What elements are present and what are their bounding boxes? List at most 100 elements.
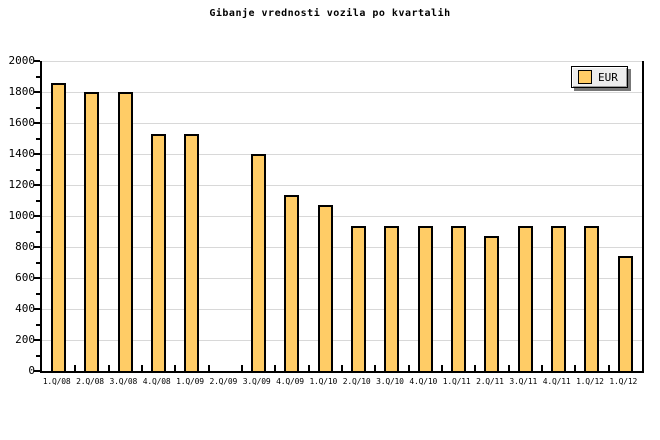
x-tick-10 xyxy=(374,365,377,371)
x-axis-label-5: 2.Q/09 xyxy=(209,377,238,386)
x-tick-9 xyxy=(341,365,343,371)
y-axis-label-200: 200 xyxy=(15,333,35,346)
bar-2.Q/10 xyxy=(351,226,367,371)
bar-1.Q/12 xyxy=(584,226,600,371)
x-axis-label-16: 1.Q/12 xyxy=(576,377,604,386)
bar-series xyxy=(42,61,642,371)
y-tick-minor-1900 xyxy=(36,75,40,78)
y-tick-major-1800 xyxy=(34,91,40,93)
bar-3.Q/09 xyxy=(251,154,267,371)
bar-1.Q/08 xyxy=(51,83,67,371)
y-axis-label-400: 400 xyxy=(15,302,35,315)
y-tick-minor-1700 xyxy=(36,106,40,109)
bar-4.Q/11 xyxy=(551,226,567,371)
bar-slot-4.Q/10 xyxy=(409,61,442,371)
bar-1.Q/12 xyxy=(617,256,633,371)
y-tick-major-0 xyxy=(34,370,40,372)
x-axis-label-4: 1.Q/09 xyxy=(176,377,204,386)
x-tick-11 xyxy=(407,365,410,371)
bar-2.Q/08 xyxy=(84,92,100,371)
x-axis-label-17: 1.Q/12 xyxy=(609,377,638,386)
legend-swatch-icon xyxy=(578,70,592,84)
x-tick-16 xyxy=(574,365,577,371)
gridline-1000 xyxy=(42,216,642,217)
gridline-200 xyxy=(42,340,642,341)
legend-box: EUR xyxy=(571,66,628,88)
x-tick-17 xyxy=(607,365,610,371)
bar-3.Q/11 xyxy=(517,226,533,371)
y-tick-minor-1100 xyxy=(36,199,40,202)
x-tick-7 xyxy=(274,365,277,371)
x-tick-13 xyxy=(474,365,477,371)
x-tick-3 xyxy=(141,365,143,371)
gridline-1400 xyxy=(42,154,642,155)
y-tick-minor-900 xyxy=(36,230,40,233)
bar-slot-3.Q/11 xyxy=(509,61,542,371)
y-tick-minor-700 xyxy=(36,261,40,264)
y-axis-label-1400: 1400 xyxy=(8,147,36,160)
y-axis-label-1000: 1000 xyxy=(8,209,36,222)
bar-1.Q/11 xyxy=(451,226,467,371)
x-axis-label-2: 3.Q/08 xyxy=(109,377,138,386)
x-axis-label-1: 2.Q/08 xyxy=(76,377,104,386)
legend-label: EUR xyxy=(598,70,618,84)
x-axis-label-13: 2.Q/11 xyxy=(476,377,504,386)
bar-4.Q/09 xyxy=(284,195,300,371)
x-axis-label-8: 1.Q/10 xyxy=(309,377,338,386)
gridline-600 xyxy=(42,278,642,279)
x-tick-12 xyxy=(441,365,443,371)
x-axis-label-10: 3.Q/10 xyxy=(376,377,404,386)
x-tick-14 xyxy=(507,365,510,371)
y-tick-major-2000 xyxy=(34,60,40,62)
gridline-1200 xyxy=(42,185,642,186)
x-tick-2 xyxy=(107,365,110,371)
y-axis-label-1200: 1200 xyxy=(8,178,36,191)
bar-4.Q/10 xyxy=(417,226,433,371)
y-axis-label-1600: 1600 xyxy=(8,116,36,129)
bar-1.Q/09 xyxy=(184,134,200,371)
x-axis-label-3: 4.Q/08 xyxy=(142,377,171,386)
x-tick-4 xyxy=(174,365,177,371)
gridline-2000 xyxy=(42,61,642,62)
bar-4.Q/08 xyxy=(151,134,167,371)
bar-slot-3.Q/08 xyxy=(109,61,142,371)
y-axis-label-0: 0 xyxy=(28,364,35,377)
y-tick-major-800 xyxy=(34,246,40,248)
x-axis-label-15: 4.Q/11 xyxy=(542,377,571,386)
gridline-1800 xyxy=(42,92,642,93)
x-axis-label-6: 3.Q/09 xyxy=(242,377,271,386)
bar-slot-4.Q/09 xyxy=(275,61,308,371)
y-tick-minor-100 xyxy=(36,354,40,357)
bar-1.Q/10 xyxy=(317,205,333,371)
y-tick-major-1600 xyxy=(34,122,40,124)
gridline-800 xyxy=(42,247,642,248)
bar-slot-1.Q/12 xyxy=(609,61,642,371)
bar-slot-2.Q/11 xyxy=(475,61,508,371)
bar-slot-1.Q/11 xyxy=(442,61,475,371)
x-axis-label-14: 3.Q/11 xyxy=(509,377,538,386)
y-tick-major-200 xyxy=(34,339,40,341)
y-tick-minor-1500 xyxy=(36,137,40,140)
x-axis-label-11: 4.Q/10 xyxy=(409,377,438,386)
x-axis-label-0: 1.Q/08 xyxy=(42,377,71,386)
x-tick-15 xyxy=(541,365,543,371)
y-tick-major-400 xyxy=(34,308,40,310)
x-axis-labels: 1.Q/08 2.Q/08 3.Q/08 4.Q/08 1.Q/09 2.Q/09 3.Q/… xyxy=(40,377,640,386)
y-axis-label-800: 800 xyxy=(15,240,35,253)
bar-slot-1.Q/12 xyxy=(575,61,608,371)
x-tick-5 xyxy=(207,365,210,371)
bar-slot-4.Q/11 xyxy=(542,61,575,371)
bar-slot-2.Q/10 xyxy=(342,61,375,371)
y-tick-minor-1300 xyxy=(36,168,40,171)
y-axis-label-600: 600 xyxy=(15,271,35,284)
bar-slot-1.Q/10 xyxy=(309,61,342,371)
gridline-1600 xyxy=(42,123,642,124)
bar-slot-3.Q/10 xyxy=(375,61,408,371)
bar-slot-1.Q/08 xyxy=(42,61,75,371)
x-axis-label-12: 1.Q/11 xyxy=(442,377,471,386)
bar-slot-4.Q/08 xyxy=(142,61,175,371)
chart-title: Gibanje vrednosti vozila po kvartalih xyxy=(209,8,451,19)
x-axis-label-7: 4.Q/09 xyxy=(276,377,304,386)
bar-slot-2.Q/08 xyxy=(75,61,108,371)
